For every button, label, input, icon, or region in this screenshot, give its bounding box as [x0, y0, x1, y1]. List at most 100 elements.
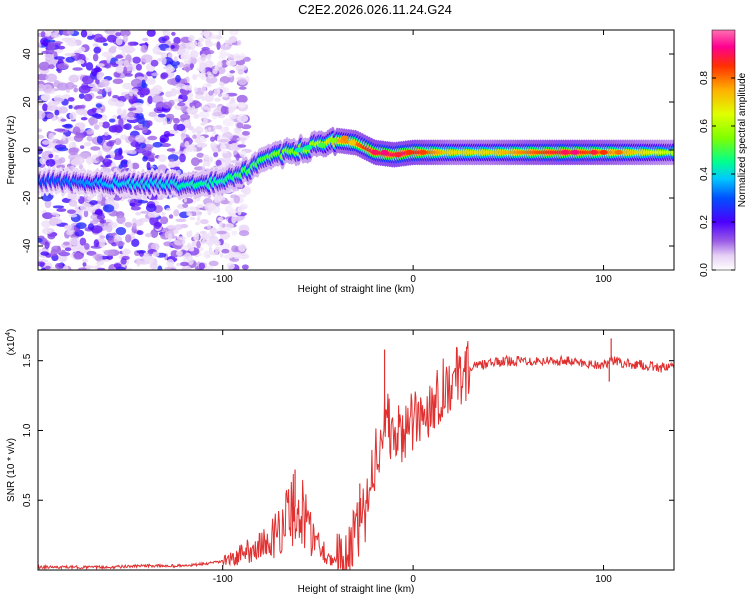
noise-blob [206, 83, 211, 87]
snr-series-line [38, 341, 674, 570]
noise-blob [192, 146, 197, 153]
noise-blob [175, 218, 187, 223]
noise-blob [201, 96, 206, 102]
noise-blob [237, 40, 242, 46]
noise-blob [40, 30, 46, 38]
chart-title: C2E2.2026.026.11.24.G24 [298, 2, 452, 17]
noise-blob [183, 60, 191, 64]
noise-blob [223, 254, 234, 259]
noise-blob [216, 87, 221, 95]
noise-blob [96, 135, 103, 144]
noise-blob [218, 30, 222, 36]
noise-blob [38, 99, 43, 106]
noise-blob [105, 224, 113, 233]
noise-blob [174, 224, 184, 231]
noise-blob [62, 241, 70, 246]
colorbar-tick-label: 0.4 [699, 167, 710, 181]
x-tick-label: 0 [410, 274, 416, 285]
noise-blob [208, 156, 214, 163]
colorbar-tick-label: 0.6 [699, 119, 710, 133]
noise-blob [74, 134, 83, 139]
noise-blob [176, 250, 183, 256]
noise-blob [208, 260, 219, 267]
noise-blob [131, 88, 139, 94]
noise-blob [201, 164, 206, 170]
noise-blob [93, 113, 103, 120]
noise-blob [162, 227, 169, 232]
noise-blob [74, 204, 79, 211]
noise-blob [78, 85, 91, 94]
noise-blob [141, 44, 148, 53]
noise-blob [92, 86, 100, 93]
noise-blob [170, 44, 175, 49]
noise-blob [87, 117, 98, 125]
noise-blob [124, 73, 133, 77]
noise-blob [68, 147, 79, 156]
noise-blob [225, 59, 237, 67]
noise-blob [85, 62, 94, 71]
noise-blob [232, 251, 242, 260]
noise-blob [236, 122, 244, 129]
noise-blob [56, 82, 69, 91]
noise-blob [218, 139, 230, 143]
noise-blob [173, 36, 181, 45]
noise-blob [196, 204, 204, 209]
noise-blob [115, 54, 123, 59]
noise-blob [53, 56, 65, 60]
noise-blob [176, 236, 187, 241]
noise-blob [73, 87, 79, 93]
noise-blob [225, 52, 231, 57]
noise-blob [241, 130, 250, 136]
noise-blob [123, 66, 128, 75]
ridge-hotspot [294, 147, 303, 153]
ridge-hotspot [348, 140, 357, 146]
noise-blob [78, 93, 85, 99]
noise-blob [40, 251, 50, 256]
noise-blob [118, 118, 124, 127]
noise-blob [47, 228, 55, 232]
ridge-hotspot [304, 145, 313, 151]
snr-frame [37, 329, 675, 571]
noise-blob [137, 115, 145, 125]
noise-blob [86, 156, 94, 165]
noise-blob [80, 117, 88, 121]
noise-blob [63, 123, 73, 129]
noise-blob [48, 132, 55, 141]
noise-blob [90, 214, 100, 220]
noise-blob [91, 107, 98, 113]
noise-blob [54, 128, 66, 132]
noise-blob [103, 131, 109, 136]
noise-blob [67, 97, 75, 102]
spectrogram-plot-area [38, 30, 674, 270]
noise-blob [200, 86, 207, 93]
noise-blob [189, 42, 196, 48]
noise-blob [167, 129, 179, 134]
noise-blob [206, 254, 211, 258]
noise-blob [219, 253, 224, 258]
noise-blob [110, 150, 116, 160]
ridge-hotspot [599, 149, 608, 155]
noise-blob [183, 198, 188, 203]
noise-blob [198, 111, 210, 119]
y-tick-label: 1.5 [22, 353, 33, 367]
noise-blob [68, 74, 80, 83]
noise-blob [115, 226, 127, 236]
noise-blob [224, 223, 235, 229]
noise-blob [140, 86, 151, 96]
noise-blob [217, 217, 224, 222]
noise-blob [103, 249, 115, 256]
y-tick-label: -20 [22, 190, 33, 205]
noise-blob [135, 63, 142, 71]
noise-blob [111, 124, 123, 133]
noise-blob [211, 147, 219, 153]
noise-blob [41, 140, 51, 145]
noise-blob [195, 102, 203, 108]
noise-blob [109, 118, 116, 123]
noise-blob [225, 73, 234, 78]
ridge-hotspot [371, 149, 380, 155]
x-tick-label: 100 [595, 574, 612, 585]
noise-blob [46, 113, 54, 119]
noise-blob [210, 143, 214, 148]
ridge-hotspot [405, 149, 414, 155]
noise-blob [189, 216, 196, 221]
